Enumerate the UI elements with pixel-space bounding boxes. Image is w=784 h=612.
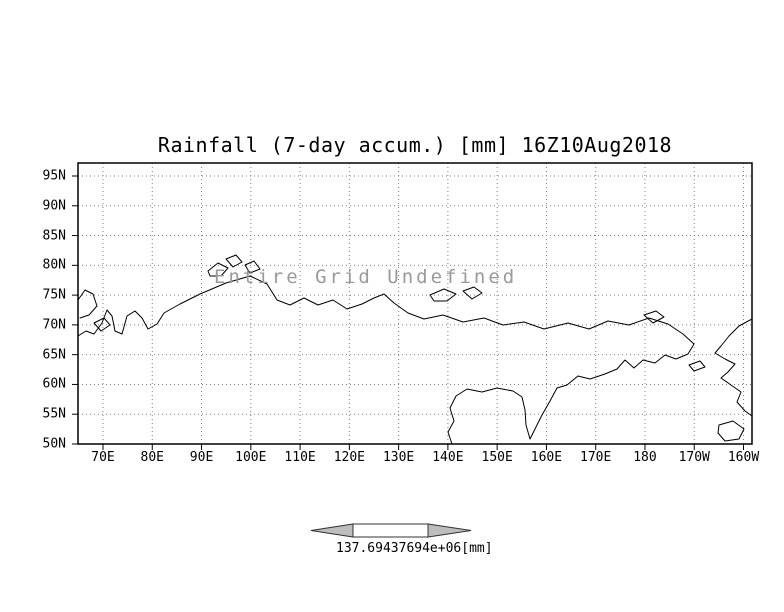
- coastlines: [77, 254, 753, 445]
- coastline-st-lawrence-island: [688, 360, 706, 372]
- axis-tick-marks: [72, 175, 745, 450]
- y-tick-label: 95N: [42, 168, 66, 184]
- x-tick-label: 150E: [481, 450, 513, 465]
- coastline-wrangel-island: [643, 310, 665, 324]
- x-tick-label: 120E: [333, 450, 365, 465]
- colorbar: [310, 522, 472, 539]
- x-tick-label: 80E: [140, 450, 165, 465]
- colorbar-right-arrow: [427, 523, 472, 538]
- colorbar-svg: [310, 523, 472, 538]
- chart-title: Rainfall (7-day accum.) [mm] 16Z10Aug201…: [157, 133, 673, 157]
- colorbar-labels: 137.69437694e+06[mm]: [336, 541, 493, 556]
- coastline-mainland: [77, 275, 695, 445]
- map-svg: [72, 162, 753, 450]
- y-tick-label: 60N: [42, 376, 66, 392]
- x-tick-label: 90E: [189, 450, 214, 465]
- y-tick-label: 90N: [42, 198, 66, 214]
- x-tick-label: 110E: [284, 450, 316, 465]
- x-tick-label: 100E: [235, 450, 267, 465]
- y-tick-label: 50N: [42, 436, 66, 452]
- plot-frame: [77, 162, 753, 445]
- coastline-new-siberian-islands: [429, 286, 483, 302]
- coastline-novaya-zemlya: [77, 289, 98, 319]
- y-axis-labels: 95N 90N 85N 80N 75N 70N 65N 60N 55N 50N: [28, 163, 72, 452]
- x-tick-label: 70E: [91, 450, 115, 465]
- coastline-alaska: [714, 318, 753, 417]
- x-tick-label: 170W: [678, 450, 710, 465]
- colorbar-box: [352, 523, 429, 538]
- y-tick-label: 85N: [42, 228, 66, 244]
- colorbar-left-arrow: [310, 523, 354, 538]
- colorbar-unit-label: [mm]: [461, 541, 493, 556]
- y-tick-label: 55N: [42, 406, 66, 422]
- x-axis-labels: 70E 80E 90E 100E 110E 120E 130E 140E 150E 160E 170…: [78, 450, 759, 468]
- y-tick-label: 75N: [42, 287, 66, 303]
- colorbar-max-label: 37694e+06: [390, 541, 462, 556]
- map-plot-area: Entire Grid Undefined: [72, 162, 753, 450]
- x-tick-label: 160E: [530, 450, 563, 465]
- grid-lines: [78, 163, 752, 445]
- coastline-alaska-island: [717, 420, 745, 442]
- x-tick-label: 140E: [432, 450, 464, 465]
- coastline-vaygach-island: [93, 317, 111, 332]
- x-tick-label: 160W: [727, 450, 760, 465]
- y-tick-label: 80N: [42, 257, 66, 273]
- coastline-severnaya-zemlya: [207, 254, 261, 277]
- x-tick-label: 170E: [580, 450, 612, 465]
- y-tick-label: 70N: [42, 317, 66, 333]
- x-tick-label: 180: [633, 450, 657, 465]
- y-tick-label: 65N: [42, 347, 66, 363]
- colorbar-min-label: 137.694: [336, 541, 391, 556]
- x-tick-label: 130E: [382, 450, 415, 465]
- grid-undefined-message: Entire Grid Undefined: [214, 266, 518, 288]
